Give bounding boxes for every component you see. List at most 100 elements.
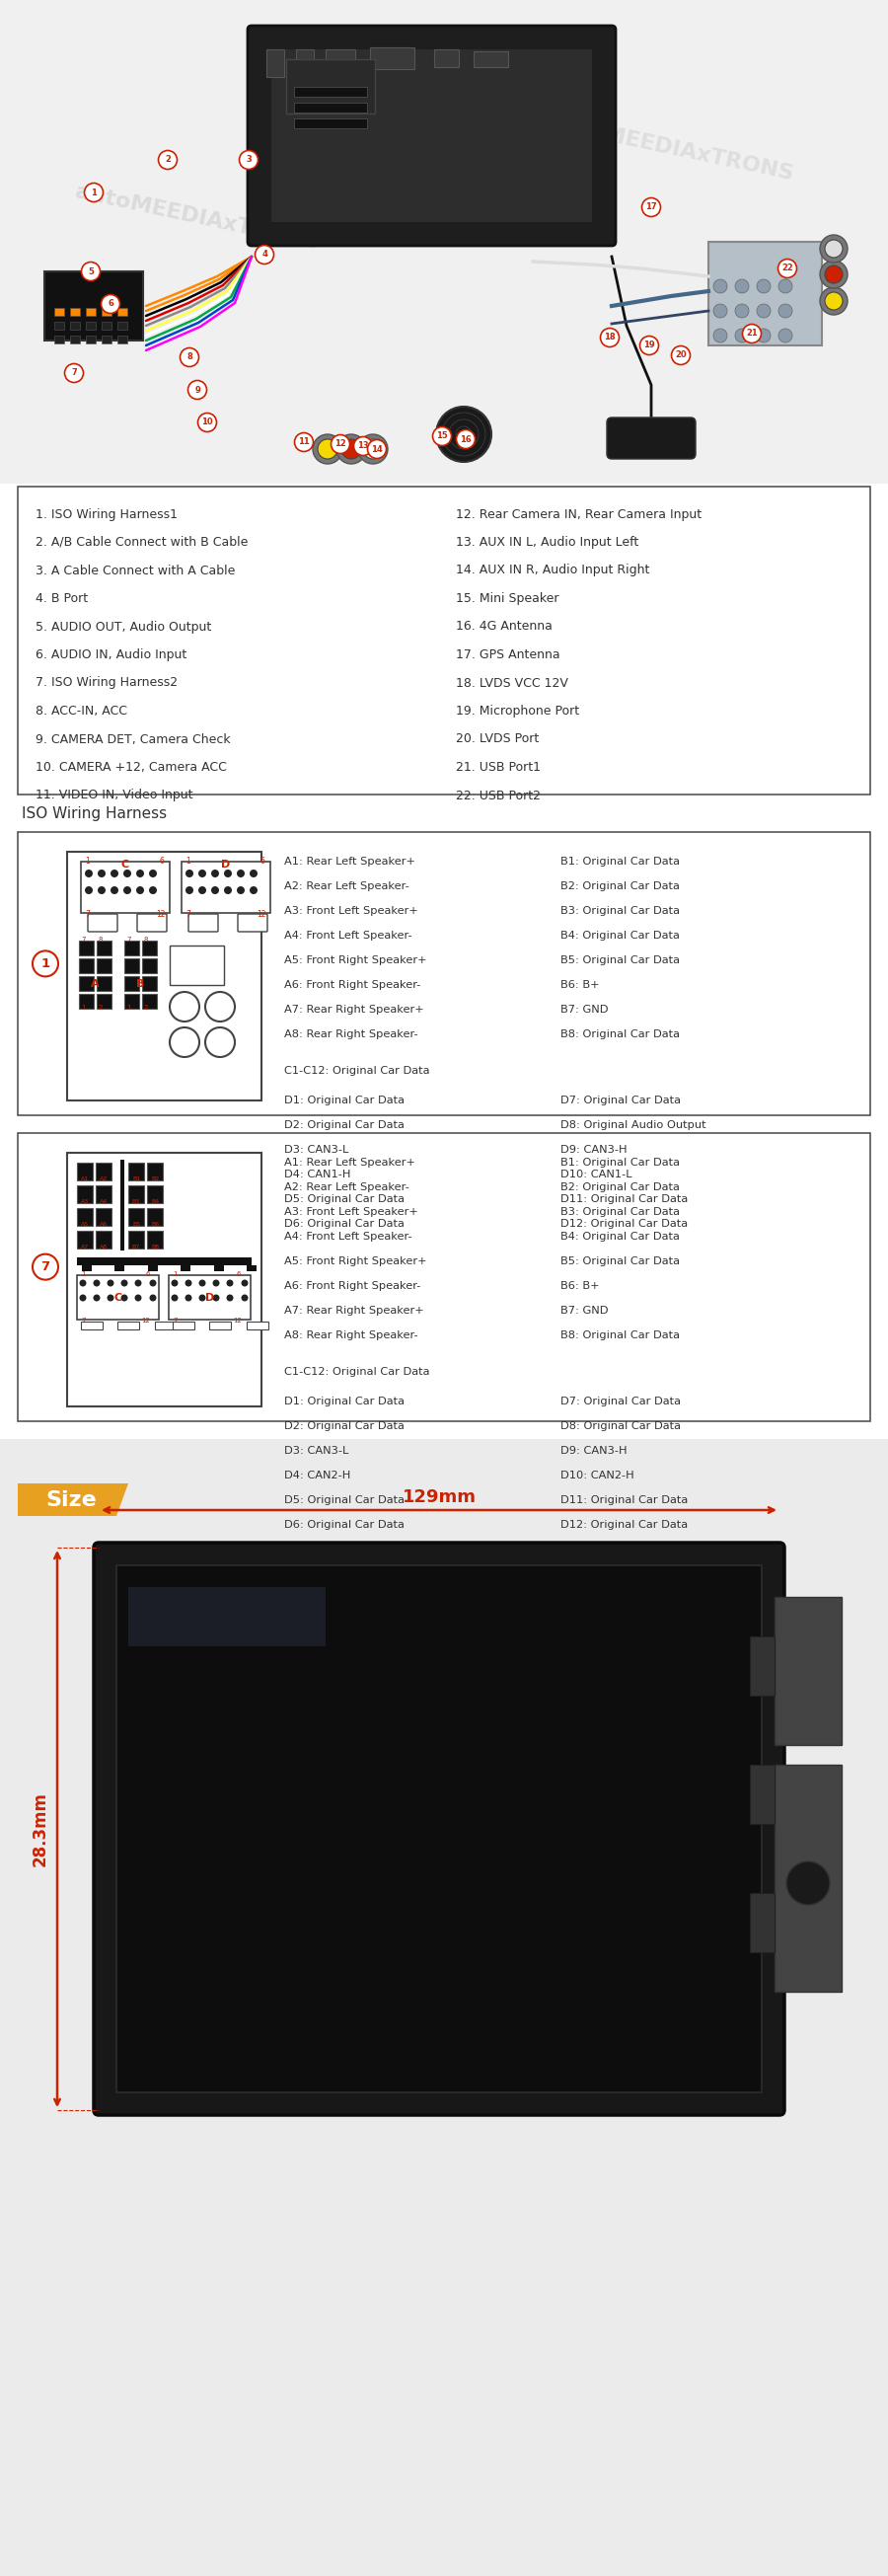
Bar [117, 322, 127, 330]
Bar [142, 940, 157, 956]
Text: 15: 15 [436, 433, 448, 440]
Text: 22. USB Port2: 22. USB Port2 [456, 788, 541, 801]
Bar [142, 958, 157, 974]
Text: 18. LVDS VCC 12V: 18. LVDS VCC 12V [456, 677, 568, 690]
Text: 6. AUDIO IN, Audio Input: 6. AUDIO IN, Audio Input [36, 649, 186, 662]
Bar [147, 1208, 163, 1226]
Text: A7: Rear Right Speaker+: A7: Rear Right Speaker+ [284, 1306, 424, 1316]
Text: 17: 17 [646, 204, 657, 211]
Circle shape [237, 871, 245, 878]
Text: 8: 8 [144, 938, 148, 943]
Text: D8: Original Audio Output: D8: Original Audio Output [560, 1121, 706, 1131]
Text: 13: 13 [357, 440, 369, 451]
Bar [54, 335, 64, 343]
Text: D8: Original Car Data: D8: Original Car Data [560, 1422, 681, 1432]
Circle shape [778, 260, 797, 278]
Bar [370, 46, 415, 70]
Circle shape [170, 992, 199, 1023]
Bar [434, 49, 459, 67]
Bar [147, 1265, 158, 1270]
Bar [128, 1185, 144, 1203]
Circle shape [84, 183, 103, 201]
Text: B2: B2 [151, 1177, 159, 1182]
Text: A1: Rear Left Speaker+: A1: Rear Left Speaker+ [284, 1157, 416, 1167]
Text: B6: B+: B6: B+ [560, 979, 599, 989]
Circle shape [198, 886, 206, 894]
Bar [79, 976, 94, 992]
Circle shape [171, 1293, 178, 1301]
Text: A6: Front Right Speaker-: A6: Front Right Speaker- [284, 979, 421, 989]
Circle shape [237, 886, 245, 894]
Text: C: C [122, 860, 130, 871]
Text: A3: Front Left Speaker+: A3: Front Left Speaker+ [284, 907, 418, 917]
Text: D11: Original Car Data: D11: Original Car Data [560, 1494, 688, 1504]
Text: 7: 7 [71, 368, 77, 379]
Circle shape [136, 871, 144, 878]
Text: 7: 7 [126, 938, 131, 943]
Text: A3: A3 [81, 1200, 89, 1203]
Circle shape [436, 407, 491, 461]
Text: 20. LVDS Port: 20. LVDS Port [456, 732, 539, 744]
Circle shape [82, 263, 100, 281]
Bar [86, 322, 96, 330]
Bar [101, 335, 112, 343]
Text: 1: 1 [41, 958, 50, 971]
Text: 9. CAMERA DET, Camera Check: 9. CAMERA DET, Camera Check [36, 732, 231, 744]
Text: 4: 4 [262, 250, 267, 260]
Circle shape [239, 149, 258, 170]
Circle shape [820, 260, 847, 289]
Text: D1: Original Car Data: D1: Original Car Data [284, 1095, 405, 1105]
Text: B2: Original Car Data: B2: Original Car Data [560, 881, 679, 891]
Text: B1: Original Car Data: B1: Original Car Data [560, 858, 680, 866]
Bar [172, 1321, 194, 1329]
Circle shape [33, 951, 59, 976]
Circle shape [640, 335, 659, 355]
Text: 28.3mm: 28.3mm [32, 1790, 50, 1865]
Circle shape [825, 291, 843, 309]
Circle shape [149, 886, 157, 894]
Circle shape [170, 1028, 199, 1056]
Circle shape [79, 1280, 86, 1285]
Text: 18: 18 [604, 332, 615, 343]
Bar [272, 49, 592, 222]
Text: B3: Original Car Data: B3: Original Car Data [560, 907, 680, 917]
Bar [128, 1231, 144, 1249]
Text: 1: 1 [172, 1270, 177, 1278]
Circle shape [135, 1280, 141, 1285]
Bar [96, 1231, 112, 1249]
Text: 129mm: 129mm [402, 1489, 476, 1507]
Bar [147, 1185, 163, 1203]
FancyBboxPatch shape [607, 417, 695, 459]
Circle shape [358, 435, 388, 464]
Bar [77, 1185, 92, 1203]
Circle shape [456, 430, 475, 448]
Bar [0, 1440, 888, 2576]
Text: autoMEEDIAxTRONS: autoMEEDIAxTRONS [73, 180, 321, 252]
Text: 13. AUX IN L, Audio Input Left: 13. AUX IN L, Audio Input Left [456, 536, 638, 549]
Text: 7: 7 [81, 1316, 85, 1324]
Bar [0, 0, 888, 484]
Circle shape [123, 871, 131, 878]
Bar [286, 59, 375, 113]
Bar [81, 1321, 103, 1329]
Text: 1. ISO Wiring Harness1: 1. ISO Wiring Harness1 [36, 507, 178, 520]
Circle shape [825, 265, 843, 283]
Circle shape [186, 871, 194, 878]
Circle shape [180, 348, 199, 366]
Circle shape [735, 330, 749, 343]
Bar [97, 994, 112, 1010]
Circle shape [820, 286, 847, 314]
Bar [77, 1162, 92, 1180]
Text: 14. AUX IN R, Audio Input Right: 14. AUX IN R, Audio Input Right [456, 564, 650, 577]
Text: 6: 6 [237, 1270, 242, 1278]
Circle shape [65, 363, 83, 381]
Text: B1: B1 [132, 1177, 140, 1182]
Circle shape [211, 871, 219, 878]
Circle shape [363, 438, 383, 459]
Circle shape [211, 886, 219, 894]
Bar [116, 1566, 762, 2092]
Circle shape [79, 1293, 86, 1301]
Circle shape [295, 433, 313, 451]
Text: 2: 2 [165, 155, 170, 165]
Text: 2. A/B Cable Connect with B Cable: 2. A/B Cable Connect with B Cable [36, 536, 248, 549]
